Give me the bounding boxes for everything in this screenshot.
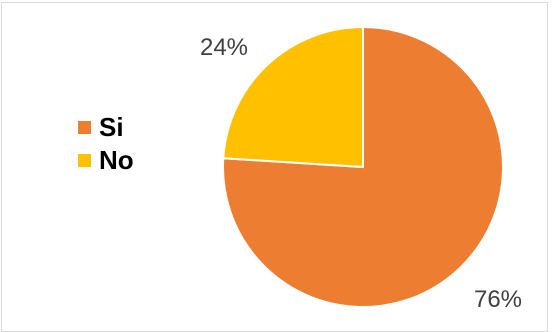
legend-label-si: Si [99, 112, 124, 142]
legend-swatch-no [78, 154, 91, 167]
legend-label-no: No [99, 145, 134, 175]
pie-slice-si [222, 25, 504, 308]
data-label-si: 76% [474, 286, 522, 313]
legend-swatch-si [78, 121, 91, 134]
pie-slices [222, 25, 504, 308]
pie-chart: 76% 24% [200, 25, 522, 313]
data-label-no: 24% [200, 34, 248, 61]
pie-slice-no [222, 25, 364, 169]
legend-item-no: No [78, 144, 134, 177]
legend-item-si: Si [78, 111, 134, 144]
legend: Si No [78, 111, 134, 177]
pie-data-labels: 76% 24% [200, 34, 522, 313]
